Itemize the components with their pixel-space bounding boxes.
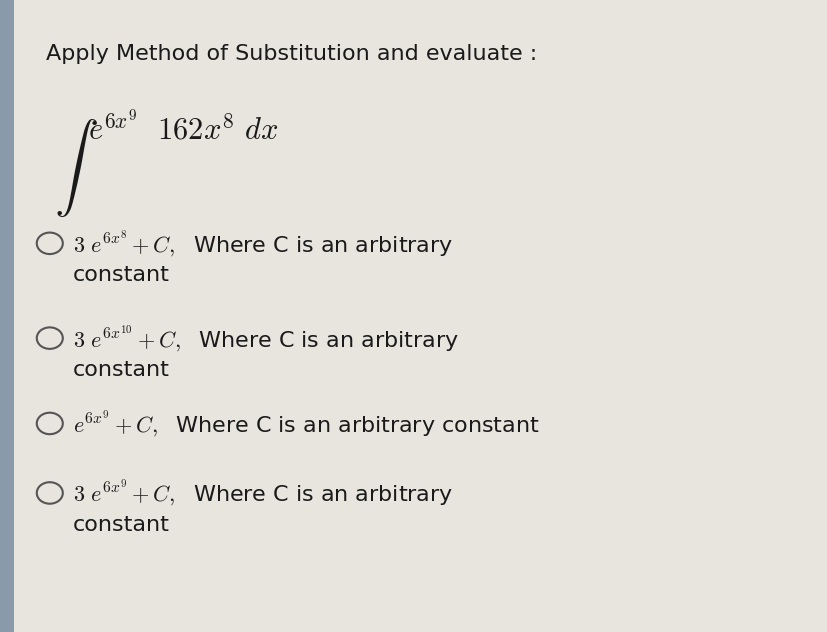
Text: constant: constant xyxy=(73,265,170,285)
Text: $e^{6x^9} + C,$  Where C is an arbitrary constant: $e^{6x^9} + C,$ Where C is an arbitrary … xyxy=(73,408,538,439)
Text: constant: constant xyxy=(73,514,170,535)
Text: Apply Method of Substitution and evaluate :: Apply Method of Substitution and evaluat… xyxy=(46,44,537,64)
Text: $\int$: $\int$ xyxy=(54,117,98,219)
Text: $3\ e^{6x^8} + C,$  Where C is an arbitrary: $3\ e^{6x^8} + C,$ Where C is an arbitra… xyxy=(73,228,452,258)
Text: $3\ e^{6x^9} + C,$  Where C is an arbitrary: $3\ e^{6x^9} + C,$ Where C is an arbitra… xyxy=(73,478,452,508)
Text: $e^{6x^9}\ \ 162x^8\ dx$: $e^{6x^9}\ \ 162x^8\ dx$ xyxy=(88,111,278,146)
Text: constant: constant xyxy=(73,360,170,380)
Bar xyxy=(0,0,14,632)
Text: $3\ e^{6x^{10}} + C,$  Where C is an arbitrary: $3\ e^{6x^{10}} + C,$ Where C is an arbi… xyxy=(73,323,458,353)
